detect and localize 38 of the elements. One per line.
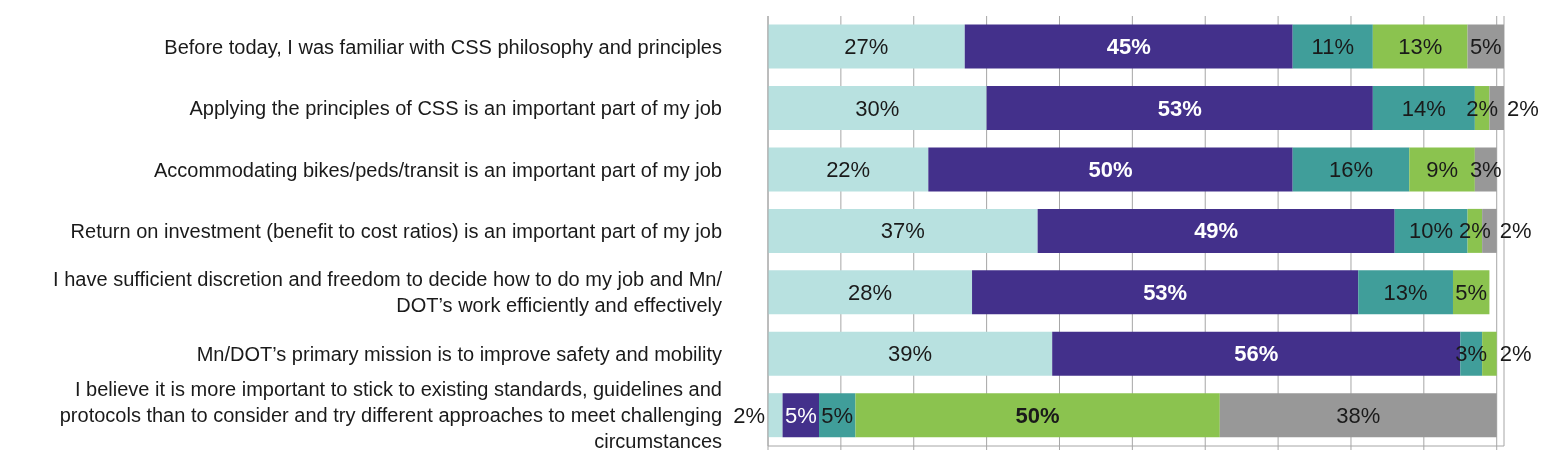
y-tick-label: Applying the principles of CSS is an important part of my job	[189, 97, 722, 120]
data-label: 56%	[1234, 341, 1279, 367]
data-label: 5%	[821, 402, 854, 428]
y-tick-label: Accommodating bikes/peds/transit is an important part of my job	[153, 158, 722, 181]
data-label: 37%	[880, 218, 925, 244]
y-tick-label: I have sufficient discretion and freedom to decide how to do my job and Mn/DOT’s work efficiently and effectively	[53, 268, 723, 317]
data-label: 5%	[784, 402, 817, 428]
data-label: 5%	[1469, 34, 1502, 60]
y-tick-label: I believe it is more important to stick to existing standards, guidelines and protocols than to consider and try different approaches to meet challenging circumstances	[59, 378, 722, 453]
data-label: 28%	[848, 279, 893, 305]
data-label: 2%	[733, 402, 765, 428]
data-label: 53%	[1143, 279, 1188, 305]
data-label: 2%	[1499, 341, 1532, 367]
data-label: 22%	[826, 156, 871, 182]
data-label: 9%	[1426, 156, 1458, 182]
y-tick-label: Before today, I was familiar with CSS philosophy and principles	[164, 35, 722, 58]
data-label: 2%	[1458, 218, 1491, 244]
data-label: 50%	[1015, 402, 1060, 428]
y-tick-label: Mn/DOT’s primary mission is to improve safety and mobility	[196, 342, 722, 365]
data-label: 38%	[1336, 402, 1381, 428]
data-label: 2%	[1507, 95, 1539, 121]
data-label: 53%	[1157, 95, 1202, 121]
data-label: 16%	[1328, 156, 1373, 182]
data-label: 30%	[855, 95, 900, 121]
data-label: 13%	[1398, 34, 1443, 60]
data-label: 14%	[1401, 95, 1446, 121]
data-label: 50%	[1088, 156, 1133, 182]
data-label: 39%	[888, 341, 933, 367]
data-label: 2%	[1499, 218, 1532, 244]
data-label: 13%	[1383, 279, 1428, 305]
data-label: 5%	[1455, 279, 1488, 305]
y-tick-label: Return on investment (benefit to cost ratios) is an important part of my job	[70, 220, 722, 242]
data-label: 27%	[844, 34, 889, 60]
data-label: 11%	[1311, 34, 1354, 60]
data-label: 10%	[1409, 218, 1454, 244]
data-label: 2%	[1466, 95, 1499, 121]
data-label: 49%	[1194, 218, 1239, 244]
data-label: 45%	[1106, 34, 1151, 60]
